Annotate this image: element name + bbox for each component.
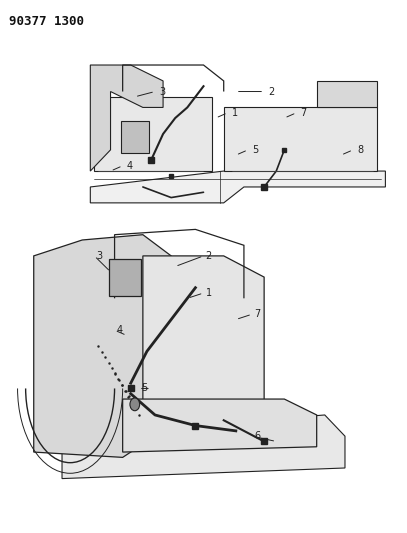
- Polygon shape: [317, 81, 377, 108]
- Text: 8: 8: [357, 145, 363, 155]
- Text: 5: 5: [252, 145, 258, 155]
- Polygon shape: [62, 415, 345, 479]
- Text: 2: 2: [206, 251, 212, 261]
- FancyBboxPatch shape: [120, 120, 149, 152]
- Text: 7: 7: [254, 309, 260, 319]
- Text: 3: 3: [96, 251, 103, 261]
- Polygon shape: [123, 399, 317, 452]
- Polygon shape: [90, 65, 163, 171]
- Text: 4: 4: [116, 325, 123, 335]
- Text: 4: 4: [127, 161, 133, 171]
- Text: 1: 1: [232, 108, 238, 118]
- Text: 2: 2: [268, 86, 274, 96]
- Text: 6: 6: [254, 431, 260, 441]
- Polygon shape: [143, 256, 264, 415]
- Text: 90377 1300: 90377 1300: [9, 14, 85, 28]
- FancyBboxPatch shape: [109, 259, 141, 296]
- Circle shape: [130, 398, 140, 411]
- Text: 7: 7: [300, 108, 307, 118]
- Polygon shape: [34, 235, 171, 457]
- Polygon shape: [224, 108, 377, 171]
- Polygon shape: [94, 97, 212, 171]
- Text: 3: 3: [159, 86, 165, 96]
- Text: 5: 5: [141, 383, 147, 393]
- Text: 1: 1: [206, 288, 212, 298]
- Polygon shape: [90, 171, 385, 203]
